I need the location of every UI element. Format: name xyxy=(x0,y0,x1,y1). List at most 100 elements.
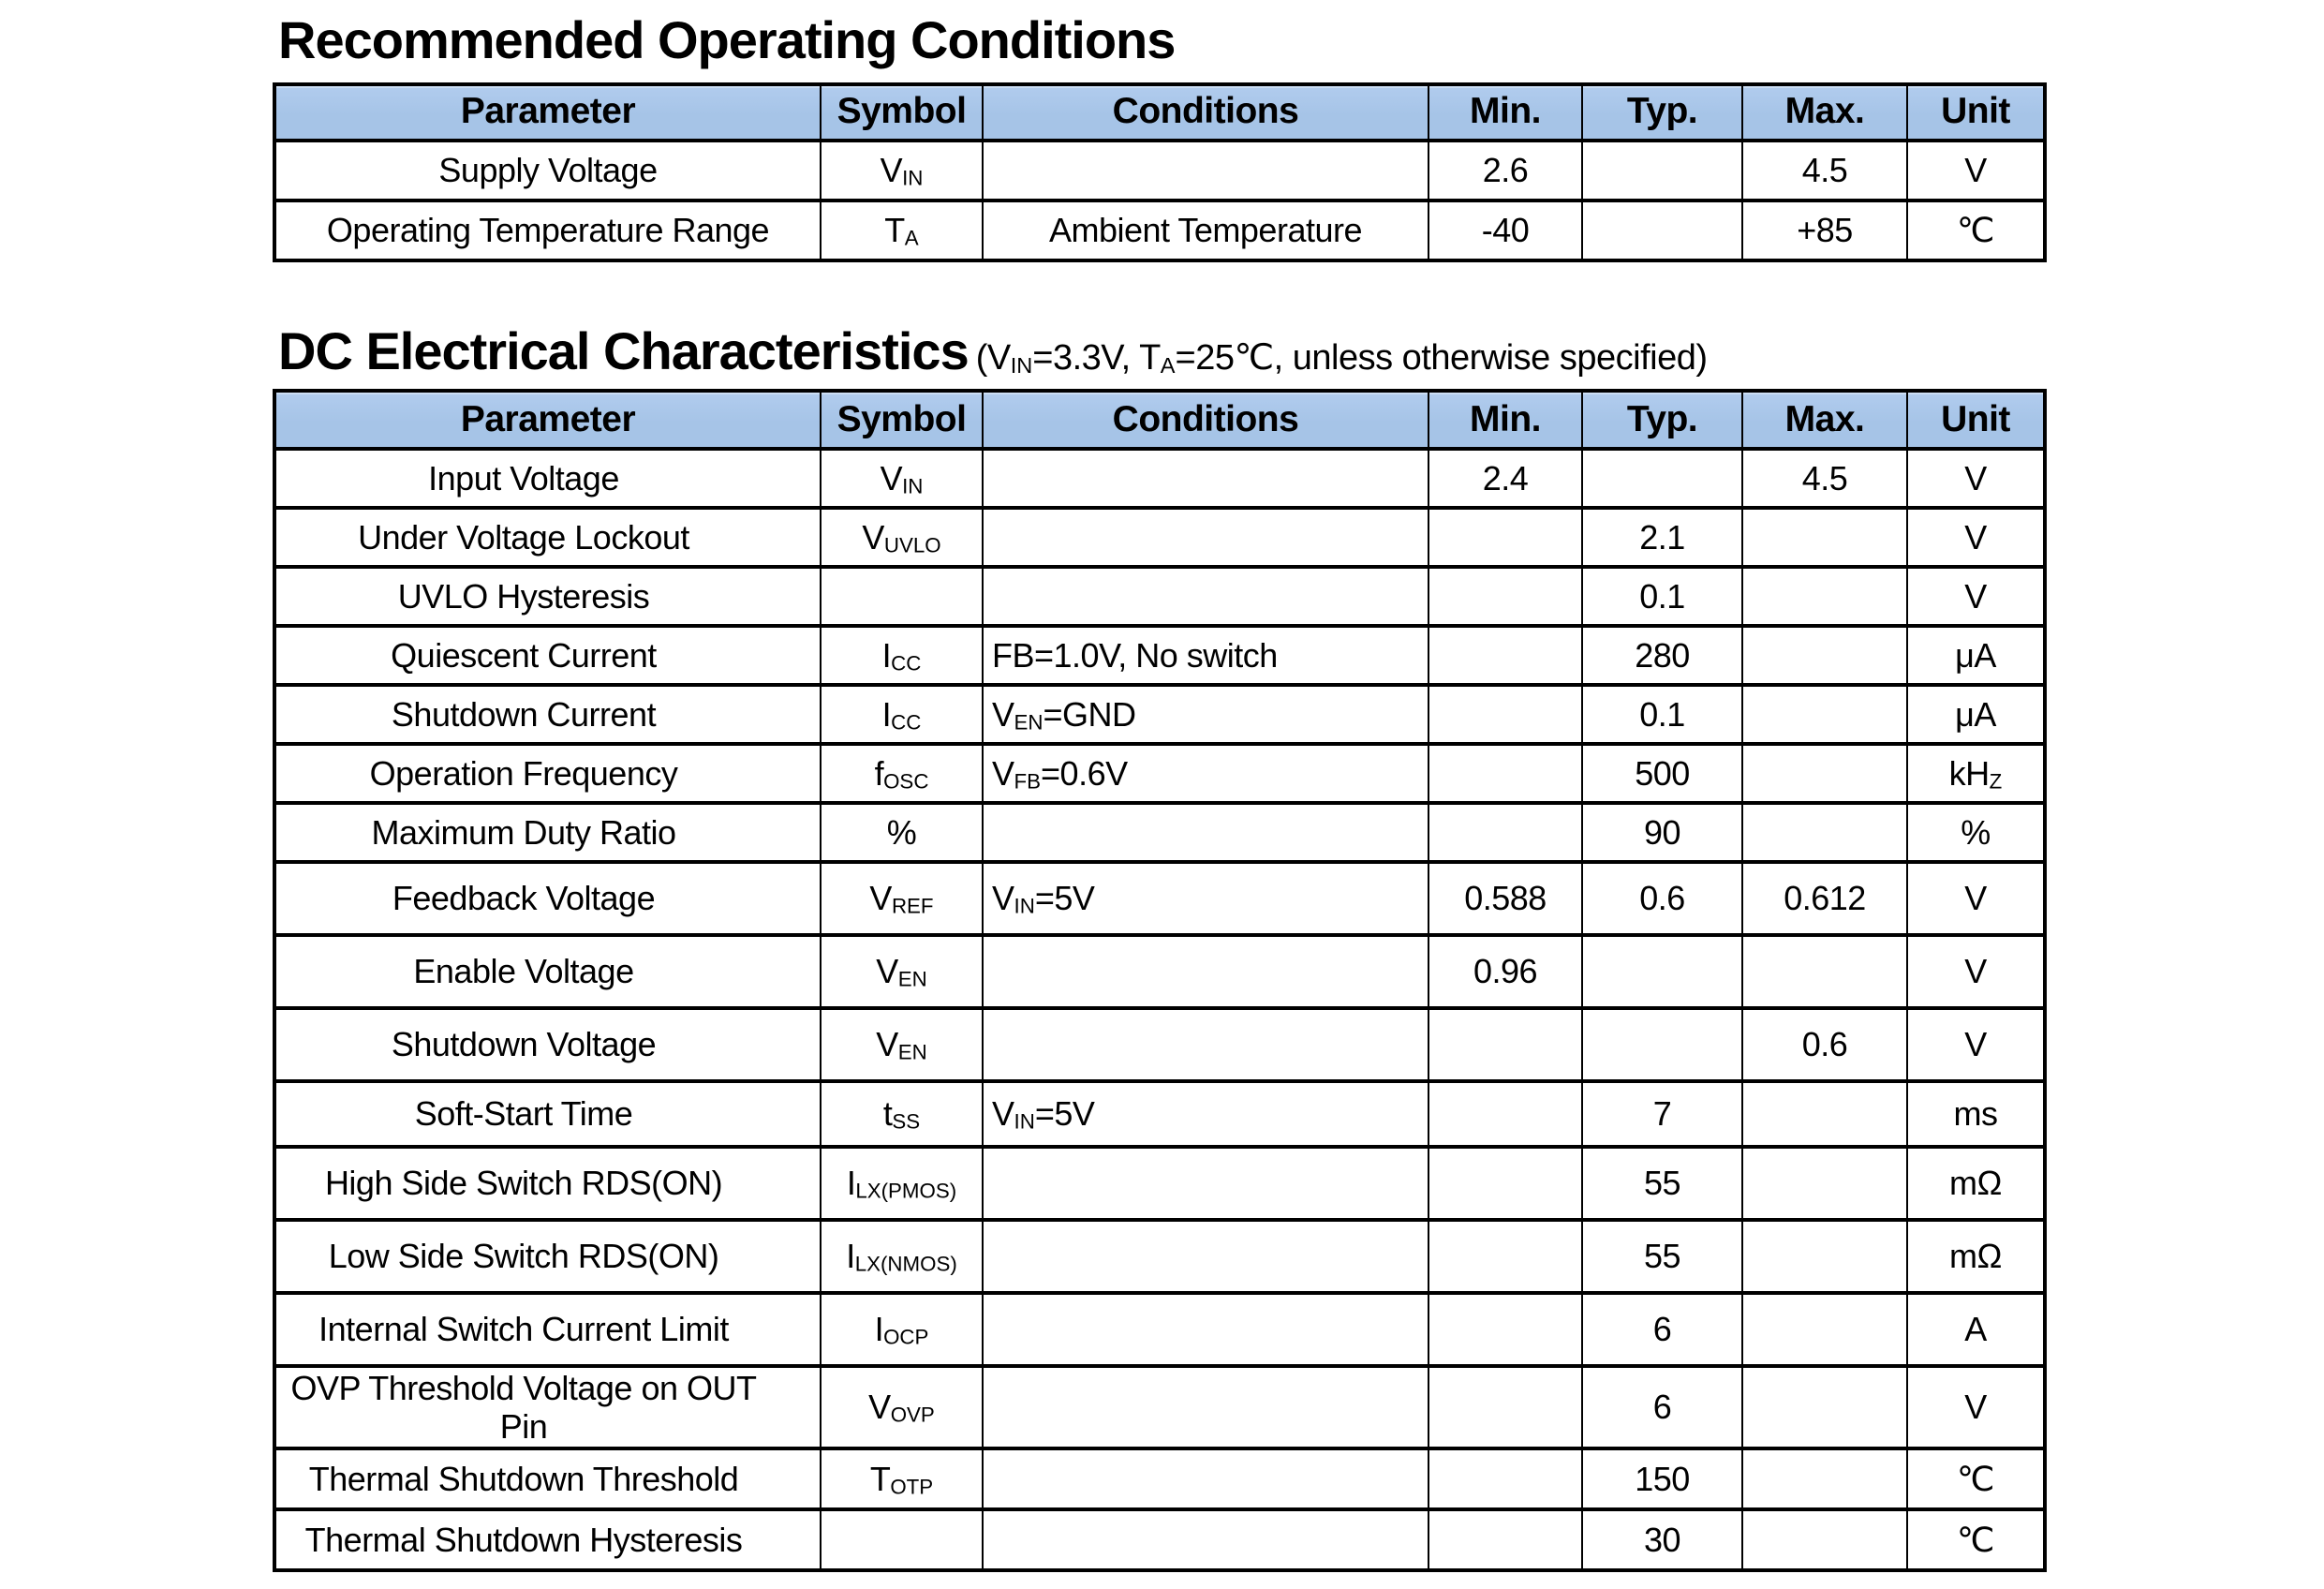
min-cell: 2.6 xyxy=(1428,138,1583,202)
symbol-cell xyxy=(820,1507,984,1573)
table-row: Operation Frequency fOSC VFB=0.6V 500 kHZ xyxy=(274,742,2046,806)
dc-table-body: Input Voltage VIN 2.4 4.5 V Under Voltage Loc… xyxy=(274,447,2046,1573)
col-header-unit: Unit xyxy=(1906,82,2046,142)
max-cell: 0.612 xyxy=(1741,860,1908,938)
table-row: Thermal Shutdown Threshold TOTP 150 ℃ xyxy=(274,1447,2046,1512)
conditions-cell xyxy=(982,1006,1429,1084)
typ-cell: 150 xyxy=(1581,1447,1743,1512)
roc-header-row: Parameter Symbol Conditions Min. Typ. Ma… xyxy=(274,82,2046,142)
symbol-cell: VIN xyxy=(820,447,984,511)
min-cell xyxy=(1428,624,1583,688)
unit-cell: kHZ xyxy=(1906,742,2046,806)
col-header-min: Min. xyxy=(1428,389,1583,452)
min-cell xyxy=(1428,742,1583,806)
typ-cell: 280 xyxy=(1581,624,1743,688)
unit-cell: ℃ xyxy=(1906,198,2046,262)
min-cell: 0.588 xyxy=(1428,860,1583,938)
conditions-cell xyxy=(982,1145,1429,1223)
unit-cell: ℃ xyxy=(1906,1507,2046,1573)
col-header-unit: Unit xyxy=(1906,389,2046,452)
conditions-cell xyxy=(982,506,1429,570)
conditions-cell xyxy=(982,1218,1429,1296)
max-cell xyxy=(1741,565,1908,629)
parameter-cell: Under Voltage Lockout xyxy=(274,506,822,570)
max-cell xyxy=(1741,1507,1908,1573)
symbol-cell: TA xyxy=(820,198,984,262)
unit-cell: mΩ xyxy=(1906,1218,2046,1296)
parameter-cell: Operation Frequency xyxy=(274,742,822,806)
min-cell: 2.4 xyxy=(1428,447,1583,511)
symbol-cell: tSS xyxy=(820,1079,984,1150)
symbol-cell: fOSC xyxy=(820,742,984,806)
typ-cell: 90 xyxy=(1581,801,1743,865)
symbol-cell xyxy=(820,565,984,629)
col-header-conditions: Conditions xyxy=(982,389,1429,452)
unit-cell: V xyxy=(1906,1006,2046,1084)
symbol-cell: ILX(PMOS) xyxy=(820,1145,984,1223)
parameter-cell: UVLO Hysteresis xyxy=(274,565,822,629)
symbol-cell: VUVLO xyxy=(820,506,984,570)
unit-cell: ms xyxy=(1906,1079,2046,1150)
unit-cell: V xyxy=(1906,565,2046,629)
table-row: UVLO Hysteresis 0.1 V xyxy=(274,565,2046,629)
min-cell xyxy=(1428,1291,1583,1369)
typ-cell: 30 xyxy=(1581,1507,1743,1573)
unit-cell: % xyxy=(1906,801,2046,865)
symbol-cell: ICC xyxy=(820,624,984,688)
typ-cell: 6 xyxy=(1581,1364,1743,1451)
parameter-cell: High Side Switch RDS(ON) xyxy=(274,1145,822,1223)
typ-cell xyxy=(1581,933,1743,1011)
symbol-cell: VIN xyxy=(820,138,984,202)
parameter-cell: Maximum Duty Ratio xyxy=(274,801,822,865)
col-header-min: Min. xyxy=(1428,82,1583,142)
symbol-cell: VOVP xyxy=(820,1364,984,1451)
conditions-cell xyxy=(982,565,1429,629)
dc-section-heading: DC Electrical Characteristics (VIN=3.3V, … xyxy=(278,321,2045,380)
col-header-max: Max. xyxy=(1741,82,1908,142)
table-row: Shutdown Voltage VEN 0.6 V xyxy=(274,1006,2046,1084)
max-cell xyxy=(1741,624,1908,688)
typ-cell xyxy=(1581,198,1743,262)
symbol-cell: TOTP xyxy=(820,1447,984,1512)
conditions-cell: VIN=5V xyxy=(982,860,1429,938)
conditions-cell xyxy=(982,447,1429,511)
symbol-cell: VEN xyxy=(820,933,984,1011)
table-row: Input Voltage VIN 2.4 4.5 V xyxy=(274,447,2046,511)
max-cell xyxy=(1741,1079,1908,1150)
parameter-cell: Thermal Shutdown Threshold xyxy=(274,1447,822,1512)
col-header-symbol: Symbol xyxy=(820,82,984,142)
parameter-cell: Shutdown Voltage xyxy=(274,1006,822,1084)
parameter-cell: Enable Voltage xyxy=(274,933,822,1011)
table-row: Maximum Duty Ratio% 90% xyxy=(274,801,2046,865)
symbol-cell: ICC xyxy=(820,683,984,747)
conditions-cell xyxy=(982,138,1429,202)
unit-cell: V xyxy=(1906,447,2046,511)
conditions-cell: FB=1.0V, No switch xyxy=(982,624,1429,688)
parameter-cell: Feedback Voltage xyxy=(274,860,822,938)
parameter-cell: Quiescent Current xyxy=(274,624,822,688)
roc-table-body: Supply Voltage VIN 2.6 4.5 V Operating Temper… xyxy=(274,138,2046,262)
parameter-cell: OVP Threshold Voltage on OUT Pin xyxy=(274,1364,822,1451)
table-row: Enable Voltage VEN 0.96 V xyxy=(274,933,2046,1011)
min-cell xyxy=(1428,683,1583,747)
col-header-parameter: Parameter xyxy=(274,82,822,142)
col-header-symbol: Symbol xyxy=(820,389,984,452)
table-row: Soft-Start Time tSS VIN=5V 7 ms xyxy=(274,1079,2046,1150)
min-cell xyxy=(1428,565,1583,629)
max-cell xyxy=(1741,1218,1908,1296)
parameter-cell: Soft-Start Time xyxy=(274,1079,822,1150)
max-cell xyxy=(1741,1145,1908,1223)
typ-cell: 0.1 xyxy=(1581,683,1743,747)
conditions-cell xyxy=(982,933,1429,1011)
table-row: Shutdown Current ICC VEN=GND 0.1 μA xyxy=(274,683,2046,747)
unit-cell: mΩ xyxy=(1906,1145,2046,1223)
parameter-cell: Supply Voltage xyxy=(274,138,822,202)
typ-cell: 2.1 xyxy=(1581,506,1743,570)
unit-cell: A xyxy=(1906,1291,2046,1369)
conditions-cell: VIN=5V xyxy=(982,1079,1429,1150)
parameter-cell: Low Side Switch RDS(ON) xyxy=(274,1218,822,1296)
typ-cell: 6 xyxy=(1581,1291,1743,1369)
min-cell: 0.96 xyxy=(1428,933,1583,1011)
table-row: OVP Threshold Voltage on OUT Pin VOVP 6 V xyxy=(274,1364,2046,1451)
max-cell xyxy=(1741,506,1908,570)
